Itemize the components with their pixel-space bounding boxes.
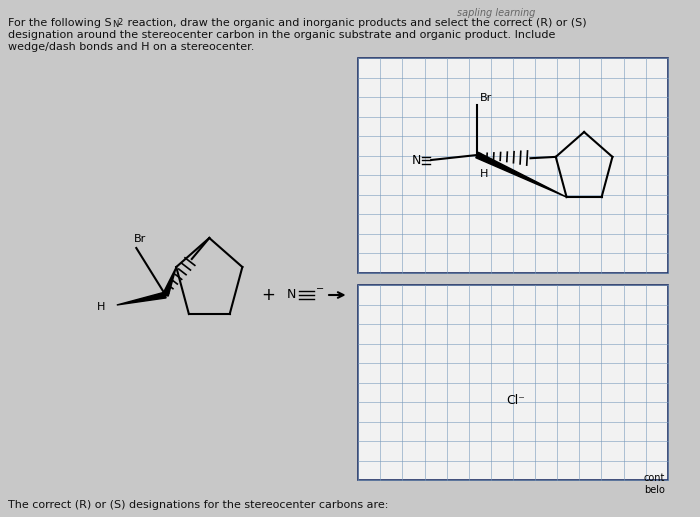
Text: N: N [112, 20, 118, 29]
Polygon shape [163, 267, 176, 296]
Bar [358, 285, 668, 480]
Polygon shape [476, 153, 566, 197]
Text: Br: Br [480, 93, 492, 103]
Text: Br: Br [134, 234, 146, 244]
Text: H: H [97, 302, 105, 312]
Polygon shape [117, 292, 166, 305]
Bar [358, 58, 668, 273]
Text: wedge/dash bonds and H on a stereocenter.: wedge/dash bonds and H on a stereocenter… [8, 42, 254, 52]
Text: N: N [287, 288, 297, 301]
Text: For the following S: For the following S [8, 18, 111, 28]
Text: 2: 2 [118, 18, 123, 27]
Text: reaction, draw the organic and inorganic products and select the correct (R) or : reaction, draw the organic and inorganic… [124, 18, 587, 28]
Text: H: H [480, 169, 489, 179]
Text: N: N [412, 154, 421, 166]
Text: sapling learning: sapling learning [457, 8, 536, 18]
Text: Cl⁻: Cl⁻ [507, 393, 526, 406]
Text: designation around the stereocenter carbon in the organic substrate and organic : designation around the stereocenter carb… [8, 30, 555, 40]
Text: −: − [316, 284, 325, 294]
Text: The correct (R) or (S) designations for the stereocenter carbons are:: The correct (R) or (S) designations for … [8, 500, 388, 510]
Text: +: + [261, 286, 274, 304]
Text: cont
belo: cont belo [643, 473, 665, 495]
